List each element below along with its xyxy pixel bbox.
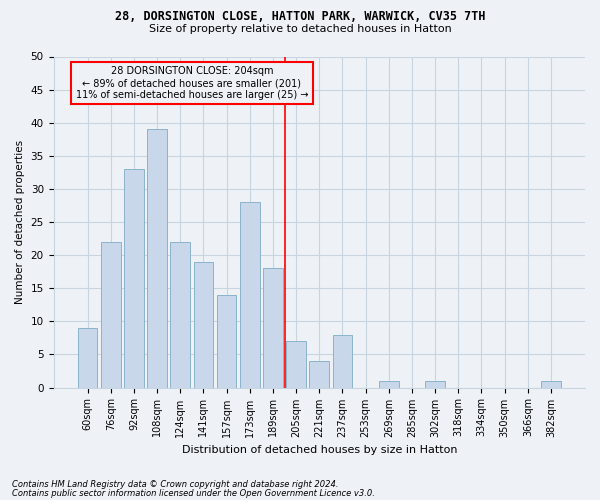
Bar [286, 341, 306, 388]
Bar [263, 268, 283, 388]
Text: Contains public sector information licensed under the Open Government Licence v3: Contains public sector information licen… [12, 489, 375, 498]
Bar [170, 242, 190, 388]
Bar [194, 262, 213, 388]
Text: Size of property relative to detached houses in Hatton: Size of property relative to detached ho… [149, 24, 451, 34]
Bar [379, 381, 398, 388]
Bar [101, 242, 121, 388]
Bar [240, 202, 260, 388]
Bar [332, 334, 352, 388]
Bar [217, 295, 236, 388]
Bar [310, 361, 329, 388]
Bar [541, 381, 561, 388]
Text: Contains HM Land Registry data © Crown copyright and database right 2024.: Contains HM Land Registry data © Crown c… [12, 480, 338, 489]
X-axis label: Distribution of detached houses by size in Hatton: Distribution of detached houses by size … [182, 445, 457, 455]
Bar [425, 381, 445, 388]
Text: 28, DORSINGTON CLOSE, HATTON PARK, WARWICK, CV35 7TH: 28, DORSINGTON CLOSE, HATTON PARK, WARWI… [115, 10, 485, 23]
Bar [147, 130, 167, 388]
Y-axis label: Number of detached properties: Number of detached properties [15, 140, 25, 304]
Text: 28 DORSINGTON CLOSE: 204sqm
← 89% of detached houses are smaller (201)
11% of se: 28 DORSINGTON CLOSE: 204sqm ← 89% of det… [76, 66, 308, 100]
Bar [124, 169, 144, 388]
Bar [77, 328, 97, 388]
